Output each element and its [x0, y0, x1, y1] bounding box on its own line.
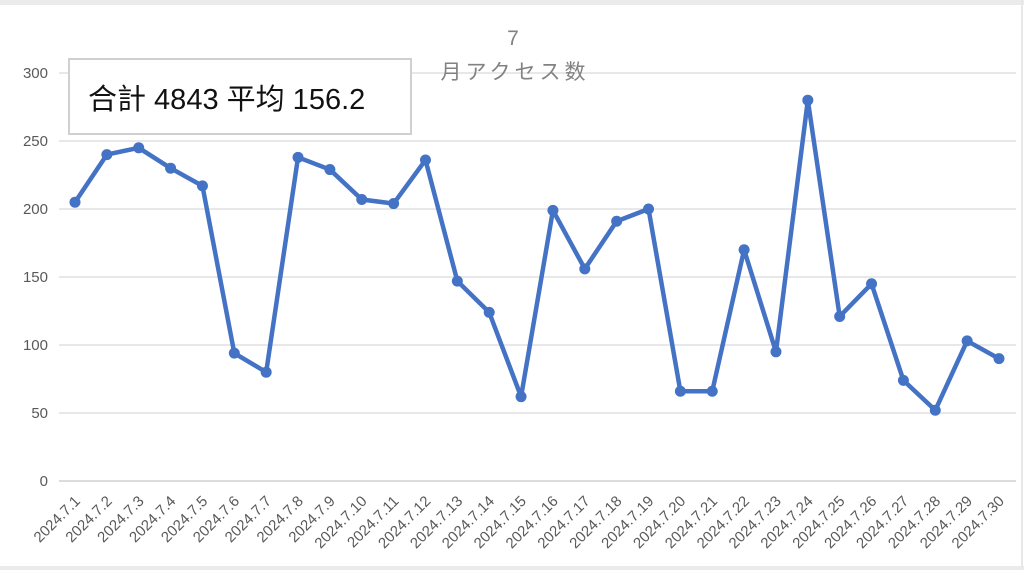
data-point-marker [515, 391, 527, 403]
y-axis-tick-label: 150 [23, 269, 48, 286]
y-axis-tick-label: 0 [40, 473, 48, 490]
data-point-marker [929, 404, 941, 416]
data-point-marker [770, 346, 782, 358]
data-point-marker [292, 151, 304, 163]
page-bottom-edge [0, 566, 1024, 570]
y-axis-tick-label: 250 [23, 133, 48, 150]
page-right-edge [1021, 0, 1023, 570]
data-point-marker [451, 275, 463, 287]
data-point-marker [993, 353, 1005, 365]
data-point-marker [611, 215, 623, 227]
data-point-marker [165, 162, 177, 174]
stats-text: 合計 4843 平均 156.2 [88, 83, 366, 116]
y-axis-tick-label: 50 [31, 405, 48, 422]
data-point-marker [706, 385, 718, 397]
data-point-marker [101, 149, 113, 161]
stats-textbox: 合計 4843 平均 156.2 [68, 58, 412, 135]
data-point-marker [196, 180, 208, 192]
series-line [72, 97, 1002, 413]
data-point-marker [738, 244, 750, 256]
page-top-edge [0, 0, 1024, 5]
data-point-marker [483, 306, 495, 318]
data-point-marker [260, 366, 272, 378]
data-point-marker [579, 263, 591, 275]
data-point-marker [324, 164, 336, 176]
data-point-marker [69, 196, 81, 208]
data-point-marker [356, 193, 368, 205]
data-point-marker [419, 154, 431, 166]
y-axis-tick-label: 300 [23, 65, 48, 82]
data-point-marker [834, 310, 846, 322]
data-point-marker [547, 204, 559, 216]
data-point-marker [228, 347, 240, 359]
data-point-marker [133, 142, 145, 154]
data-point-marker [866, 278, 878, 290]
y-axis-tick-label: 100 [23, 337, 48, 354]
data-point-marker [802, 94, 814, 106]
data-point-marker [674, 385, 686, 397]
y-axis-tick-label: 200 [23, 201, 48, 218]
data-point-marker [643, 203, 655, 215]
data-point-marker [388, 198, 400, 210]
data-point-marker [961, 335, 973, 347]
data-point-marker [897, 374, 909, 386]
